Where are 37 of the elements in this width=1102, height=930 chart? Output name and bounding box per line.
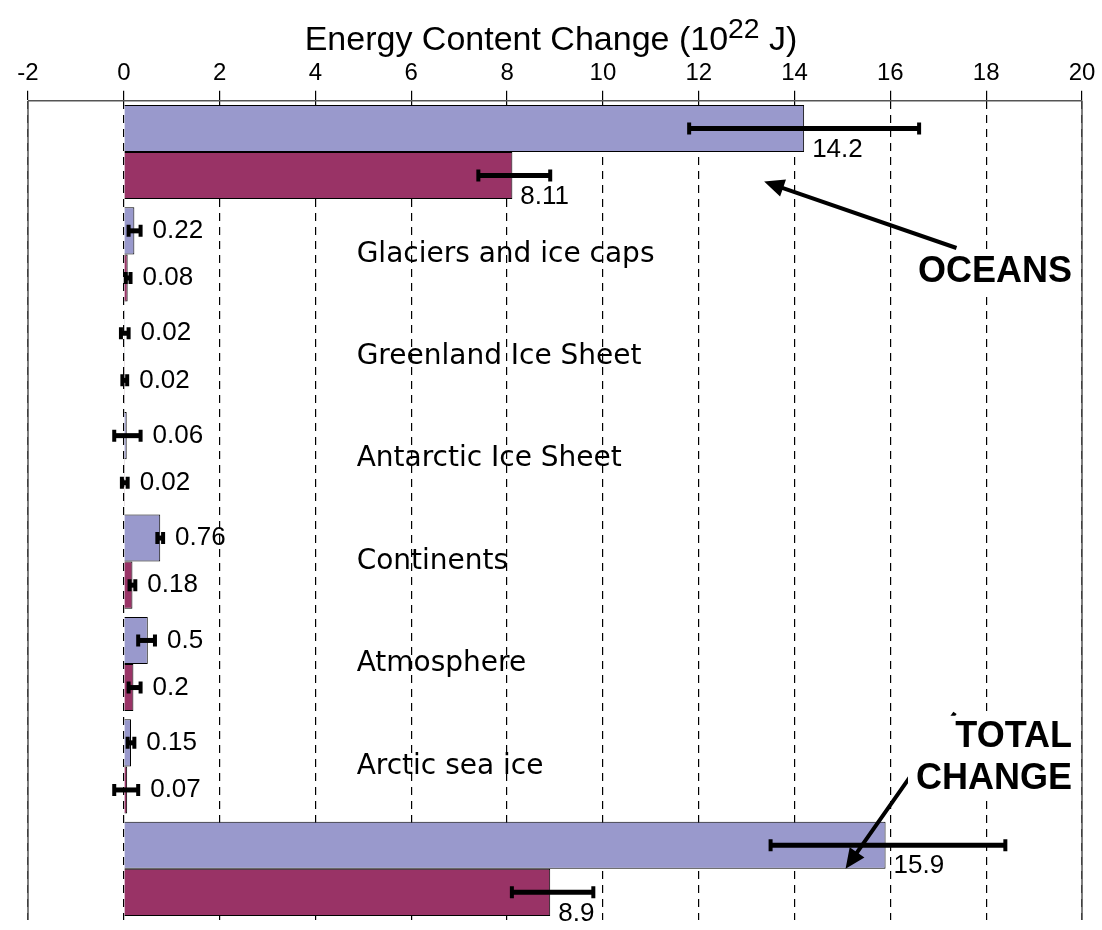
y-tick-label: Atmosphere <box>356 645 527 679</box>
x-tick-label: 20 <box>1068 58 1096 86</box>
y-tick-label: Antarctic Ice Sheet <box>356 440 622 474</box>
data-label: 8.9 <box>558 896 595 927</box>
data-label: 0.22 <box>152 214 204 245</box>
x-tick-label: 8 <box>500 58 514 86</box>
data-label: 0.07 <box>150 773 201 804</box>
x-tick-label: 4 <box>308 58 323 86</box>
data-label: 0.5 <box>166 623 204 654</box>
x-tick-label: 10 <box>589 58 617 86</box>
y-tick-label: Greenland Ice Sheet <box>356 338 642 372</box>
annotation: TOTAL CHANGE <box>915 713 1072 797</box>
x-tick-label: 12 <box>685 58 713 86</box>
x-tick-label: 18 <box>972 58 1000 86</box>
x-axis-title: Energy Content Change (10$^{22}$ J) <box>303 12 799 58</box>
x-tick-label: 14 <box>781 58 808 86</box>
data-label: 0.2 <box>152 670 189 701</box>
x-tick-label: 0 <box>117 58 131 86</box>
data-label: 0.76 <box>175 521 226 552</box>
data-label: 0.18 <box>147 568 198 599</box>
x-tick-label: 16 <box>877 58 904 86</box>
data-label: 0.06 <box>152 418 204 449</box>
data-label: 0.15 <box>146 726 197 757</box>
annotation: OCEANS <box>917 248 1072 290</box>
x-tick-label: 2 <box>212 58 227 86</box>
data-label: 8.11 <box>520 179 570 210</box>
y-tick-label: Glaciers and ice caps <box>356 235 655 269</box>
x-tick-label: 6 <box>404 58 418 86</box>
data-label: 0.02 <box>139 465 191 496</box>
data-label: 0.02 <box>140 316 192 347</box>
data-label: 0.02 <box>139 363 190 394</box>
data-label: 15.9 <box>893 849 945 880</box>
y-tick-label: Continents <box>356 542 509 576</box>
x-tick-label: -2 <box>17 58 39 86</box>
data-label: 0.08 <box>142 261 194 292</box>
y-tick-label: Arctic sea ice <box>356 747 544 781</box>
data-label: 14.2 <box>812 132 863 163</box>
